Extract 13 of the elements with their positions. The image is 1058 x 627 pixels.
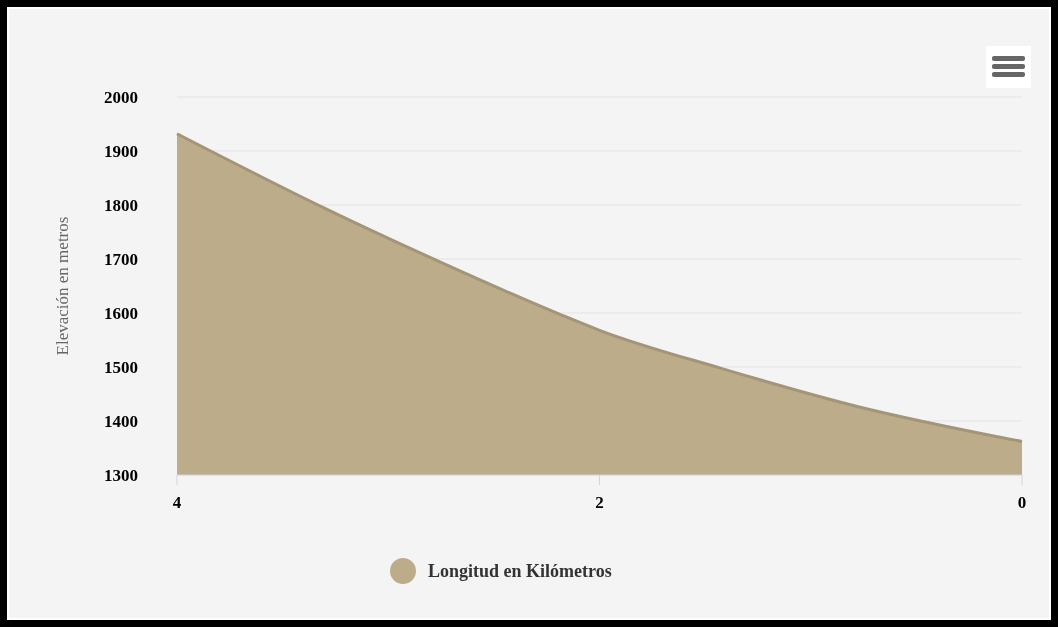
y-tick-label: 1300	[104, 465, 138, 485]
x-tick-label: 0	[1017, 493, 1027, 512]
y-axis-title: Elevación en metros	[53, 216, 72, 356]
y-tick-label: 1500	[104, 357, 138, 377]
y-tick-label: 1900	[104, 141, 138, 161]
y-tick-label: 1400	[104, 411, 138, 431]
y-tick-label: 2000	[104, 87, 138, 107]
x-tick-label: 2	[595, 493, 604, 512]
y-tick-label: 1700	[104, 249, 138, 269]
y-tick-label: 1800	[104, 195, 138, 215]
x-tick-label: 4	[172, 493, 182, 512]
y-tick-label: 1600	[104, 303, 138, 323]
legend-label: Longitud en Kilómetros	[428, 561, 612, 582]
